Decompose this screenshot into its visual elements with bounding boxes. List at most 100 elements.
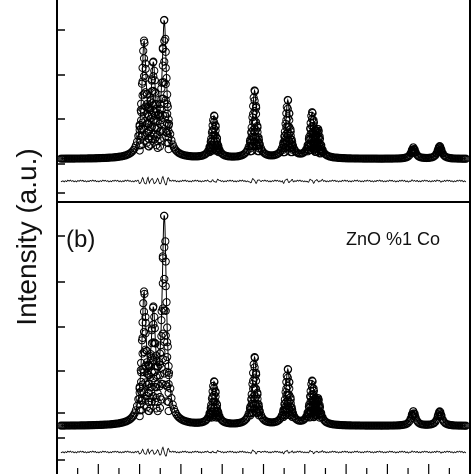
observed-point: [314, 133, 323, 143]
observed-point: [150, 88, 159, 97]
observed-point: [283, 95, 292, 105]
observed-point: [254, 147, 264, 156]
observed-point: [138, 91, 147, 100]
observed-point: [315, 400, 324, 410]
observed-point: [139, 36, 149, 45]
observed-point: [250, 96, 259, 105]
observed-point: [161, 306, 170, 315]
observed-point: [160, 211, 169, 220]
observed-point: [254, 144, 264, 153]
observed-point: [149, 115, 158, 125]
observed-point: [254, 402, 264, 411]
observed-point: [129, 411, 138, 420]
observed-point: [163, 338, 172, 347]
observed-point: [158, 279, 167, 288]
observed-point: [209, 111, 219, 120]
observed-point: [285, 391, 294, 400]
observed-point: [251, 384, 261, 393]
observed-point: [164, 121, 173, 130]
observed-point: [153, 137, 162, 146]
observed-point: [150, 66, 159, 75]
observed-point: [160, 120, 169, 129]
observed-point: [167, 136, 176, 145]
observed-point: [247, 394, 256, 404]
observed-point: [288, 145, 297, 154]
observed-point: [318, 148, 327, 157]
observed-point: [150, 76, 159, 85]
observed-point: [163, 129, 172, 138]
observed-point: [151, 339, 160, 348]
observed-point: [153, 117, 162, 126]
observed-point: [141, 345, 150, 354]
observed-point: [149, 320, 158, 329]
observed-point: [146, 352, 155, 361]
observed-point: [141, 312, 150, 322]
observed-point: [316, 144, 326, 154]
observed-point: [283, 364, 292, 374]
observed-point: [209, 377, 219, 386]
observed-point: [163, 119, 172, 128]
observed-point: [153, 362, 162, 371]
observed-point: [286, 131, 295, 140]
observed-point: [135, 146, 144, 155]
observed-point: [153, 380, 162, 389]
observed-point: [285, 397, 294, 406]
observed-point: [160, 15, 169, 25]
observed-point: [212, 401, 222, 410]
observed-point: [161, 237, 170, 246]
observed-point: [437, 412, 446, 421]
observed-point: [212, 407, 222, 416]
observed-point: [280, 131, 289, 140]
observed-point: [161, 47, 170, 56]
observed-point: [249, 125, 258, 135]
observed-point: [283, 373, 292, 382]
observed-point: [142, 403, 152, 412]
observed-point: [253, 128, 262, 137]
observed-point: [253, 394, 262, 404]
observed-point: [155, 142, 165, 151]
observed-point: [254, 408, 264, 417]
observed-point: [461, 154, 471, 163]
y-axis-label: Intensity (a.u.): [11, 148, 42, 325]
observed-point: [161, 282, 170, 291]
observed-point: [254, 411, 264, 420]
observed-point: [250, 363, 259, 372]
observed-point: [250, 86, 259, 95]
observed-point: [139, 287, 149, 296]
observed-point: [288, 410, 297, 419]
observed-point: [164, 362, 173, 371]
observed-point: [131, 406, 140, 415]
observed-point: [282, 377, 291, 387]
observed-point: [286, 395, 295, 404]
observed-point: [437, 147, 446, 157]
observed-point: [149, 302, 158, 311]
observed-point: [141, 361, 150, 371]
observed-point: [251, 376, 261, 385]
observed-point: [163, 100, 172, 109]
observed-point: [253, 123, 262, 132]
observed-point: [164, 371, 173, 380]
observed-point: [249, 102, 258, 111]
observed-point: [254, 405, 264, 414]
observed-point: [283, 104, 292, 113]
observed-point: [135, 382, 144, 391]
observed-point: [288, 407, 297, 417]
observed-point: [155, 371, 165, 380]
difference-line: [60, 175, 467, 186]
observed-point: [161, 34, 170, 43]
observed-point: [155, 403, 165, 412]
observed-point: [158, 304, 167, 313]
observed-point: [410, 412, 419, 421]
observed-point: [164, 145, 173, 154]
observed-point: [249, 368, 258, 377]
observed-point: [214, 148, 223, 157]
observed-point: [164, 139, 173, 148]
observed-point: [164, 133, 173, 142]
observed-point: [251, 368, 261, 377]
observed-point: [137, 99, 146, 108]
panel-a: [56, 15, 471, 186]
observed-point: [153, 143, 162, 153]
observed-point: [135, 412, 144, 421]
observed-point: [164, 388, 173, 398]
observed-point: [285, 384, 294, 393]
